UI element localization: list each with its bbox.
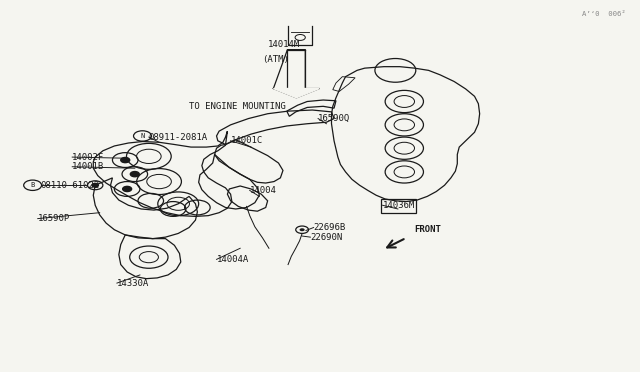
Text: 08911-2081A: 08911-2081A	[149, 132, 208, 142]
Text: 14004A: 14004A	[216, 255, 249, 264]
Circle shape	[123, 186, 132, 192]
Text: TO ENGINE MOUNTING: TO ENGINE MOUNTING	[189, 102, 286, 111]
Text: 22690N: 22690N	[310, 232, 342, 242]
Text: 08110-61022: 08110-61022	[40, 181, 99, 190]
Circle shape	[300, 228, 305, 231]
Text: 14330A: 14330A	[117, 279, 149, 288]
Text: 16590P: 16590P	[38, 214, 70, 223]
Text: 22696B: 22696B	[314, 223, 346, 232]
Text: 14004: 14004	[250, 186, 276, 195]
Circle shape	[131, 171, 140, 177]
Text: 14002F: 14002F	[72, 153, 104, 161]
Text: (ATM): (ATM)	[262, 55, 289, 64]
Text: A’‘0  006²: A’‘0 006²	[582, 12, 625, 17]
Text: 14036M: 14036M	[383, 201, 415, 210]
Text: 14001B: 14001B	[72, 162, 104, 171]
Text: B: B	[31, 182, 35, 188]
Polygon shape	[273, 89, 319, 98]
Text: 14001C: 14001C	[230, 136, 263, 145]
Text: N: N	[140, 133, 145, 139]
Text: 14014M: 14014M	[268, 40, 300, 49]
Text: FRONT: FRONT	[415, 225, 442, 234]
Text: 16590Q: 16590Q	[318, 114, 350, 123]
Circle shape	[92, 183, 99, 187]
Circle shape	[121, 157, 130, 163]
